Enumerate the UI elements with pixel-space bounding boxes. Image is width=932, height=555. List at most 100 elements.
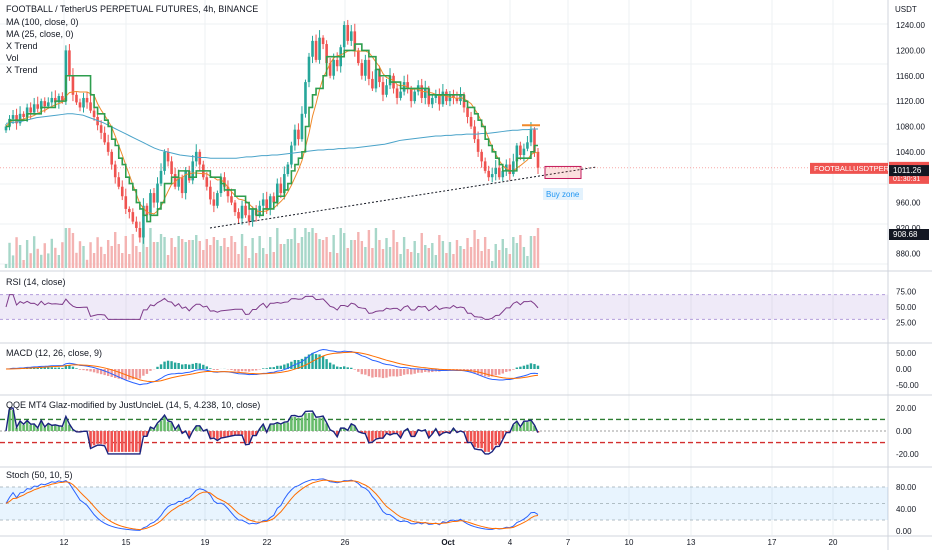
qqe-hist <box>167 422 170 431</box>
rsi-label[interactable]: RSI (14, close) <box>6 277 66 287</box>
overlay-vol-label[interactable]: Vol <box>6 53 19 63</box>
qqe-hist <box>54 425 57 431</box>
candle-body <box>537 152 540 168</box>
volume-bar <box>347 248 349 268</box>
macd-hist <box>142 369 144 376</box>
candle-body <box>431 98 434 104</box>
volume-bar <box>15 237 17 268</box>
volume-bar <box>322 240 324 268</box>
macd-hist <box>336 367 338 369</box>
qqe-hist <box>378 431 381 438</box>
qqe-hist <box>251 431 254 435</box>
rsi-band <box>0 295 888 320</box>
macd-tick: 0.00 <box>896 365 912 374</box>
time-tick: Oct <box>441 538 455 547</box>
symbol-title[interactable]: FOOTBALL / TetherUS PERPETUAL FUTURES, 4… <box>6 4 258 14</box>
candle-body <box>114 165 117 178</box>
macd-hist <box>410 369 412 374</box>
volume-bar <box>103 254 105 268</box>
qqe-hist <box>61 427 64 431</box>
overlay-xtrend-label[interactable]: X Trend <box>6 41 38 51</box>
macd-hist <box>505 369 507 372</box>
volume-bar <box>82 246 84 268</box>
qqe-hist <box>473 431 476 447</box>
volume-bar <box>287 239 289 268</box>
qqe-hist <box>135 431 138 452</box>
candle-body <box>297 130 300 140</box>
candle-body <box>346 25 349 41</box>
macd-hist <box>244 369 246 371</box>
volume-bar <box>107 240 109 268</box>
volume-bar <box>340 228 342 268</box>
volume-bar <box>294 228 296 268</box>
volume-bar <box>403 237 405 268</box>
volume-bar <box>424 245 426 268</box>
macd-label[interactable]: MACD (12, 26, close, 9) <box>6 348 102 358</box>
overlay-xtrend2-label[interactable]: X Trend <box>6 65 38 75</box>
volume-bar <box>51 239 53 268</box>
volume-bar <box>325 237 327 268</box>
qqe-hist <box>276 423 279 431</box>
candle-body <box>12 115 15 119</box>
macd-hist <box>58 368 60 369</box>
volume-bar <box>68 228 70 268</box>
candle-body <box>491 174 494 177</box>
candle-body <box>209 187 212 200</box>
volume-bar <box>417 253 419 268</box>
macd-hist <box>498 369 500 375</box>
candle-body <box>501 171 504 177</box>
volume-bar <box>421 233 423 268</box>
candle-body <box>149 193 152 215</box>
candle-body <box>51 98 54 102</box>
macd-hist <box>135 369 137 379</box>
candle-body <box>22 114 25 117</box>
candle-body <box>315 41 318 60</box>
qqe-hist <box>301 417 304 431</box>
price-tick: 1080.00 <box>896 122 925 131</box>
macd-hist <box>51 367 53 369</box>
macd-hist <box>174 363 176 369</box>
volume-bar <box>93 253 95 268</box>
qqe-hist <box>213 431 216 437</box>
volume-bar <box>96 237 98 268</box>
volume-bar <box>283 244 285 268</box>
macd-hist <box>516 368 518 369</box>
qqe-hist <box>121 431 124 452</box>
xtrend-line <box>6 44 538 222</box>
volume-bar <box>389 247 391 268</box>
qqe-hist <box>51 426 54 431</box>
volume-bar <box>188 240 190 268</box>
volume-bar <box>181 239 183 268</box>
candle-body <box>304 82 307 114</box>
candle-body <box>371 79 374 89</box>
overlay-ma25-label[interactable]: MA (25, close, 0) <box>6 29 74 39</box>
macd-hist <box>530 363 532 369</box>
qqe-hist <box>124 431 127 452</box>
qqe-hist <box>484 431 487 452</box>
macd-hist <box>72 367 74 369</box>
time-tick: 13 <box>687 538 696 547</box>
qqe-hist <box>128 431 131 452</box>
volume-bar <box>491 261 493 268</box>
stoch-label[interactable]: Stoch (50, 10, 5) <box>6 470 73 480</box>
volume-bar <box>227 247 229 268</box>
candle-body <box>262 199 265 205</box>
macd-hist <box>209 368 211 369</box>
macd-hist <box>375 369 377 377</box>
volume-bar <box>128 254 130 268</box>
macd-hist <box>192 364 194 369</box>
volume-bar <box>5 264 7 268</box>
candle-body <box>526 142 529 148</box>
overlay-ma100-label[interactable]: MA (100, close, 0) <box>6 17 79 27</box>
time-tick: 17 <box>768 538 777 547</box>
qqe-label[interactable]: QQE MT4 Glaz-modified by JustUncleL (14,… <box>6 400 260 410</box>
macd-hist <box>509 369 511 371</box>
candle-body <box>403 82 406 92</box>
volume-bar <box>22 260 24 268</box>
macd-hist <box>75 368 77 369</box>
candle-body <box>198 152 201 165</box>
volume-bar <box>37 249 39 268</box>
volume-bar <box>54 248 56 268</box>
macd-hist <box>350 368 352 369</box>
